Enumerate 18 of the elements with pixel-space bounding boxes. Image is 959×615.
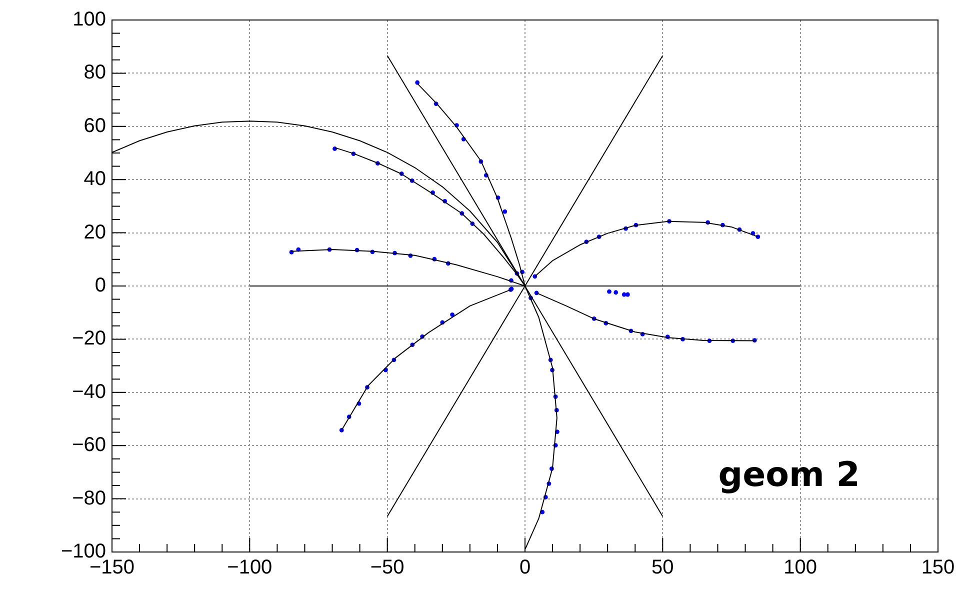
x-tick-label: 50 — [652, 556, 674, 579]
y-tick-label: 40 — [84, 168, 106, 190]
y-tick-label: −20 — [72, 328, 106, 350]
y-tick-label: 60 — [84, 114, 106, 137]
y-tick-label: 100 — [72, 8, 106, 31]
annotation: geom 2 — [718, 455, 860, 496]
x-tick-label: −50 — [370, 556, 404, 579]
y-tick-label: 20 — [84, 221, 106, 244]
x-tick-label: −100 — [227, 556, 272, 579]
y-tick-label: −60 — [72, 434, 106, 456]
x-tick-label: −150 — [89, 556, 135, 579]
y-tick-label: 0 — [94, 274, 106, 297]
y-tick-label: 80 — [84, 62, 106, 84]
x-tick-label: 100 — [784, 556, 818, 579]
x-tick-label: 0 — [519, 556, 531, 579]
x-tick-label: 150 — [921, 556, 955, 579]
y-tick-label: −80 — [72, 487, 106, 510]
y-tick-label: −40 — [72, 380, 106, 403]
